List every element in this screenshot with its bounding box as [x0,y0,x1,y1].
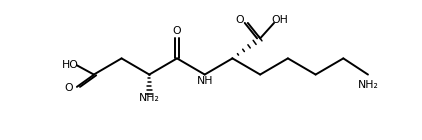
Text: O: O [64,83,73,93]
Text: NH: NH [197,76,213,86]
Text: NH₂: NH₂ [357,80,379,90]
Text: OH: OH [272,15,289,25]
Text: NH₂: NH₂ [139,93,160,103]
Text: HO: HO [62,60,79,70]
Text: O: O [173,26,181,36]
Text: O: O [236,15,244,25]
